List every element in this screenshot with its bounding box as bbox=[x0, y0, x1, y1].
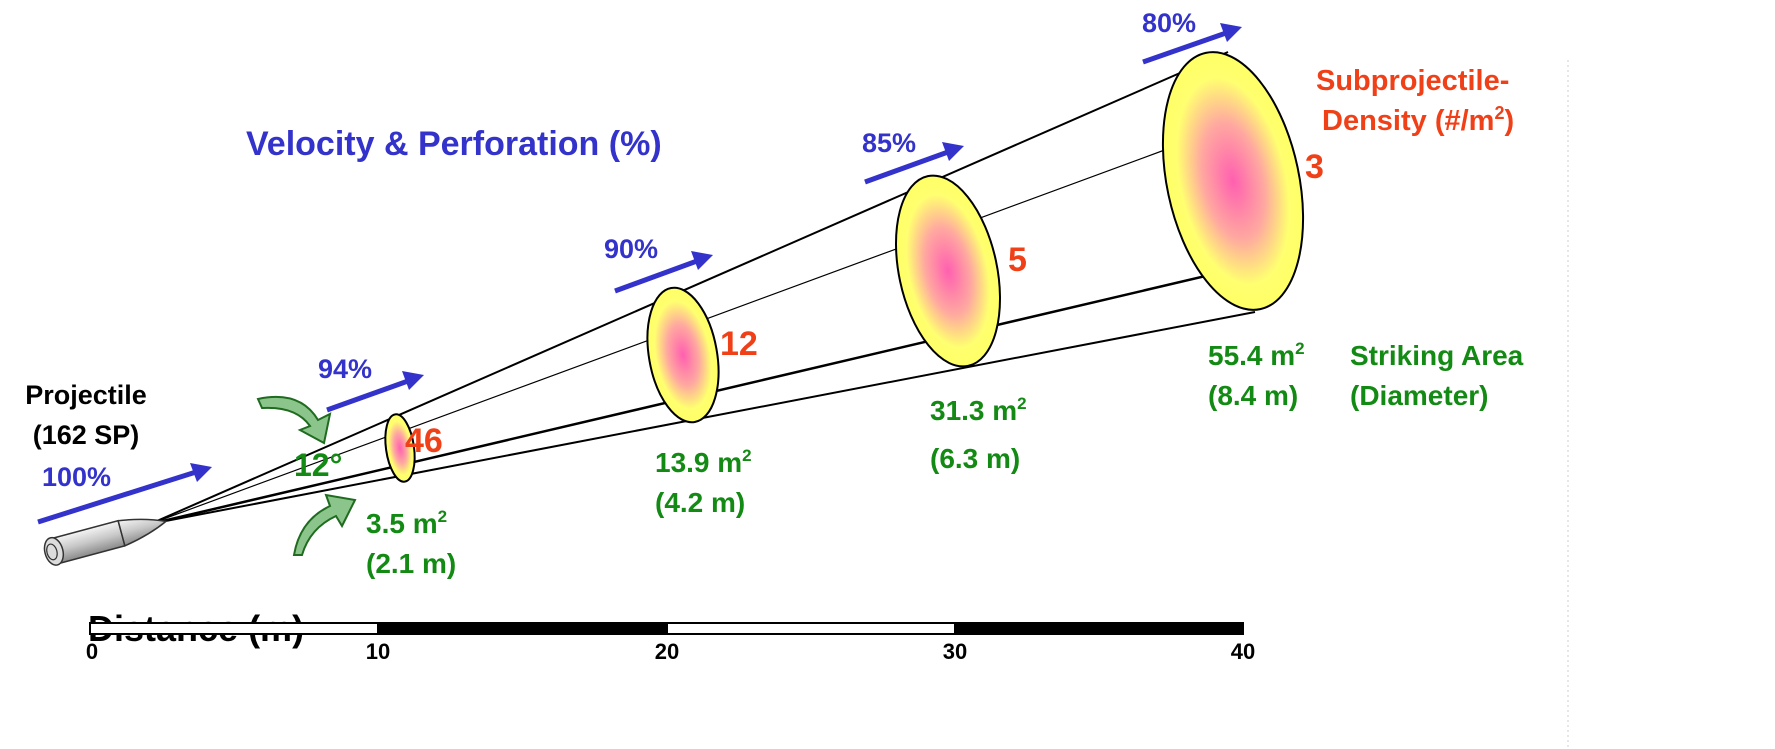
scale-segment-30-40 bbox=[954, 622, 1244, 635]
velocity-arrowhead-0m bbox=[190, 463, 212, 482]
distance-scale-ticks: 0 10 20 30 40 bbox=[86, 639, 1255, 664]
cone-mid-line bbox=[149, 253, 1296, 526]
velocity-labels: 100% 94% 90% 85% 80% bbox=[42, 8, 1196, 492]
scale-tick-20: 20 bbox=[655, 639, 679, 664]
area-value-10m: 3.5 m2 bbox=[366, 507, 447, 539]
scale-segment-10-20 bbox=[377, 622, 668, 635]
velocity-arrow-10m bbox=[326, 378, 409, 413]
area-value-20m: 13.9 m2 bbox=[655, 446, 752, 478]
velocity-arrowhead-40m bbox=[1220, 23, 1242, 42]
impact-spot-30m bbox=[895, 174, 1001, 368]
cone-upper-edge bbox=[149, 51, 1229, 525]
scale-tick-0: 0 bbox=[86, 639, 98, 664]
velocity-label-30m: 85% bbox=[862, 128, 916, 158]
diameter-value-30m: (6.3 m) bbox=[930, 443, 1020, 474]
velocity-label-0m: 100% bbox=[42, 462, 111, 492]
diagram-title: Velocity & Perforation (%) bbox=[246, 125, 662, 163]
scale-tick-30: 30 bbox=[943, 639, 967, 664]
area-value-10m-text: 3.5 m bbox=[366, 508, 438, 539]
projectile-base-ring bbox=[46, 543, 58, 561]
velocity-arrow-30m bbox=[864, 149, 949, 185]
spread-angle-label: 12° bbox=[294, 447, 342, 483]
velocity-arrow-40m bbox=[1142, 30, 1227, 65]
striking-area-title-line1: Striking Area bbox=[1350, 340, 1524, 371]
velocity-label-40m: 80% bbox=[1142, 8, 1196, 38]
scale-tick-10: 10 bbox=[366, 639, 390, 664]
scale-segment-0-10 bbox=[89, 622, 379, 635]
projectile-label-line2: (162 SP) bbox=[33, 420, 140, 450]
density-title-sup: 2 bbox=[1494, 103, 1504, 123]
velocity-label-20m: 90% bbox=[604, 234, 658, 264]
density-title-end: ) bbox=[1504, 105, 1514, 137]
scale-segment-20-30 bbox=[666, 622, 956, 635]
velocity-arrows bbox=[37, 23, 1242, 525]
impact-spot-10m bbox=[384, 413, 416, 483]
diameter-value-40m: (8.4 m) bbox=[1208, 380, 1298, 411]
angle-arrow-lower bbox=[292, 493, 357, 556]
area-value-40m-text: 55.4 m bbox=[1208, 340, 1295, 371]
velocity-arrowhead-20m bbox=[691, 251, 713, 270]
density-title-line2: Density (#/m2) bbox=[1322, 103, 1514, 137]
scale-tick-40: 40 bbox=[1231, 639, 1255, 664]
area-value-30m-sup: 2 bbox=[1017, 394, 1026, 413]
density-value-30m: 5 bbox=[1008, 241, 1027, 279]
velocity-arrowhead-30m bbox=[942, 142, 964, 161]
area-value-20m-text: 13.9 m bbox=[655, 447, 742, 478]
density-title-line1: Subprojectile- bbox=[1316, 65, 1509, 97]
area-labels: 3.5 m2 (2.1 m) 13.9 m2 (4.2 m) 31.3 m2 (… bbox=[366, 339, 1305, 579]
projectile-nose bbox=[117, 518, 168, 547]
velocity-arrow-20m bbox=[614, 258, 698, 294]
density-value-20m: 12 bbox=[720, 325, 758, 363]
impact-spot-40m bbox=[1161, 51, 1305, 311]
area-value-30m: 31.3 m2 bbox=[930, 394, 1027, 426]
area-value-30m-text: 31.3 m bbox=[930, 395, 1017, 426]
diameter-value-10m: (2.1 m) bbox=[366, 548, 456, 579]
area-value-20m-sup: 2 bbox=[742, 446, 751, 465]
density-value-40m: 3 bbox=[1305, 148, 1324, 186]
impact-spots bbox=[384, 51, 1305, 483]
density-title-text: Density (#/m bbox=[1322, 105, 1494, 137]
area-value-40m: 55.4 m2 bbox=[1208, 339, 1305, 371]
diameter-value-20m: (4.2 m) bbox=[655, 487, 745, 518]
area-value-40m-sup: 2 bbox=[1295, 339, 1304, 358]
distance-scale-bar bbox=[89, 622, 1244, 635]
density-values: 46 12 5 3 bbox=[405, 148, 1324, 460]
impact-spot-20m bbox=[646, 286, 720, 424]
angle-arrow-upper bbox=[256, 395, 332, 445]
projectile-label-line1: Projectile bbox=[25, 380, 147, 410]
velocity-arrowhead-10m bbox=[402, 371, 424, 390]
velocity-arrow-0m bbox=[37, 469, 197, 525]
density-value-10m: 46 bbox=[405, 422, 443, 460]
area-value-10m-sup: 2 bbox=[438, 507, 447, 526]
striking-area-title-line2: (Diameter) bbox=[1350, 380, 1488, 411]
angle-arrows bbox=[256, 395, 357, 556]
projectile-shell bbox=[43, 518, 168, 566]
velocity-label-10m: 94% bbox=[318, 354, 372, 384]
